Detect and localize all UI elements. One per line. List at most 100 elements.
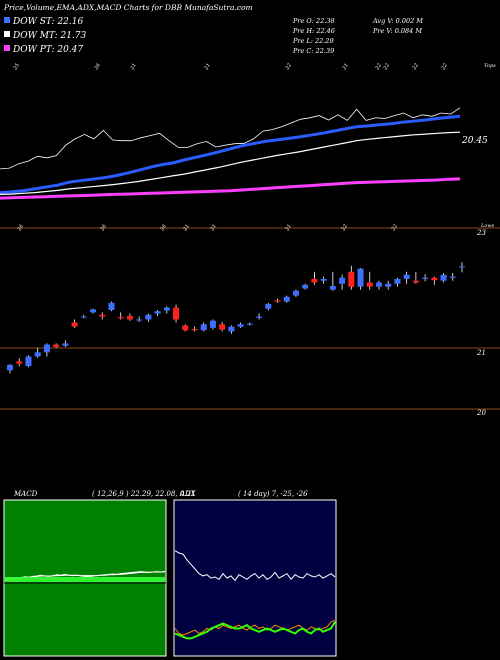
candle-body bbox=[440, 274, 447, 281]
macd-label: MACD bbox=[13, 490, 38, 498]
candle-body bbox=[431, 277, 438, 281]
candle-body bbox=[43, 344, 50, 353]
candles bbox=[7, 262, 465, 374]
price-top-label: 26 bbox=[99, 223, 108, 233]
candle-body bbox=[7, 364, 13, 371]
candle-body bbox=[173, 307, 180, 320]
ema-top-label: 22 bbox=[440, 62, 449, 71]
candle-body bbox=[34, 352, 41, 357]
candle-body bbox=[53, 344, 60, 347]
stat-pre-low: Pre L: 22.29 bbox=[292, 37, 334, 45]
candle-body bbox=[126, 315, 133, 320]
candle-body bbox=[459, 266, 465, 268]
candle-body bbox=[265, 303, 272, 309]
ema-short-term-line bbox=[0, 114, 461, 195]
price-corner-label: Lows bbox=[480, 223, 495, 229]
candle-body bbox=[292, 290, 299, 296]
ema-top-label: 21 bbox=[341, 62, 350, 71]
candle-body bbox=[403, 274, 410, 279]
adx-lines bbox=[174, 550, 336, 640]
candle-body bbox=[228, 326, 235, 332]
legend-swatch-mt bbox=[4, 31, 10, 37]
adx-line bbox=[174, 550, 336, 582]
candle-body bbox=[449, 276, 456, 278]
ema-mid-term-line bbox=[0, 131, 461, 195]
price-axis-label-23: 23 bbox=[476, 229, 486, 237]
stat-pre-volume: Pre V: 0.084 M bbox=[372, 27, 422, 35]
ema-lines bbox=[0, 107, 461, 200]
chart-title: Price,Volume,EMA,ADX,MACD Charts for DBB… bbox=[3, 3, 253, 12]
candle-body bbox=[25, 356, 32, 367]
candle-body bbox=[200, 324, 207, 331]
candle-body bbox=[246, 323, 253, 325]
candle-body bbox=[90, 309, 97, 313]
price-top-label: 21 bbox=[209, 223, 218, 232]
candle-body bbox=[366, 282, 373, 287]
ema-long-term-line bbox=[0, 177, 461, 200]
ema-price-trace bbox=[0, 107, 461, 170]
stat-avg-volume: Avg V: 0.002 M bbox=[372, 17, 423, 25]
legend-swatch-st bbox=[4, 17, 10, 23]
stat-pre-close: Pre C: 22.39 bbox=[292, 47, 334, 55]
candle-body bbox=[16, 361, 23, 364]
candle-body bbox=[274, 300, 281, 302]
candle-body bbox=[320, 278, 327, 281]
price-top-label: 26 bbox=[16, 223, 25, 233]
candle-body bbox=[302, 284, 309, 289]
legend-swatch-pt bbox=[4, 45, 10, 51]
adx-label: ADX bbox=[179, 490, 197, 498]
adx-params: ( 14 day) 7, -25, -26 bbox=[238, 490, 308, 498]
candle-body bbox=[283, 296, 290, 302]
candle-body bbox=[385, 283, 392, 287]
ema-top-label: 21 bbox=[203, 62, 212, 71]
candle-body bbox=[62, 343, 69, 346]
candle-body bbox=[348, 271, 355, 287]
price-top-label: 22 bbox=[340, 223, 349, 232]
candle-body bbox=[256, 316, 263, 318]
candle-body bbox=[375, 282, 382, 287]
adx-plus-di-line bbox=[174, 621, 336, 640]
ema-top-label: 21 bbox=[129, 62, 138, 71]
candle-body bbox=[154, 311, 161, 314]
macd-signal-line bbox=[4, 571, 166, 581]
price-axis-label-20: 20 bbox=[476, 409, 486, 417]
legend-dow-pt: DOW PT: 20.47 bbox=[12, 45, 83, 55]
candle-body bbox=[394, 278, 401, 284]
candle-body bbox=[311, 278, 318, 283]
candle-body bbox=[136, 319, 143, 321]
ema-legend: DOW ST: 22.16 DOW MT: 21.73 DOW PT: 20.4… bbox=[4, 17, 87, 55]
ema-top-labels: 25 26 21 21 22 21 22 22 22 22 bbox=[12, 62, 449, 72]
candle-body bbox=[108, 302, 115, 310]
macd-panel: MACD ( 12,26,9 ) 22.29, 22.08, 0.21 bbox=[3, 490, 195, 657]
price-stats: Pre O: 22.38 Pre H: 22.46 Pre L: 22.29 P… bbox=[292, 17, 423, 55]
price-panel: 26 26 26 21 21 21 22 22 Lows 23 21 20 bbox=[0, 223, 500, 417]
candle-body bbox=[191, 329, 198, 331]
price-axis-label-21: 21 bbox=[476, 349, 486, 357]
ema-corner-label: Tops bbox=[484, 63, 496, 69]
price-top-labels: 26 26 26 21 21 21 22 22 bbox=[16, 223, 399, 233]
ema-top-label: 25 bbox=[12, 62, 21, 71]
macd-lines bbox=[4, 571, 166, 584]
ema-top-label: 22 bbox=[374, 62, 383, 71]
candle-body bbox=[99, 314, 106, 317]
legend-dow-st: DOW ST: 22.16 bbox=[12, 17, 83, 27]
candle-body bbox=[329, 286, 336, 290]
adx-panel: ADX ( 14 day) 7, -25, -26 bbox=[173, 490, 337, 657]
stat-pre-open: Pre O: 22.38 bbox=[292, 17, 335, 25]
ema-panel: 25 26 21 21 22 21 22 22 22 22 Tops 20.45 bbox=[0, 62, 496, 200]
candle-body bbox=[163, 307, 170, 311]
candle-body bbox=[422, 277, 429, 279]
stat-pre-high: Pre H: 22.46 bbox=[292, 27, 335, 35]
candle-body bbox=[71, 322, 78, 327]
candle-body bbox=[219, 324, 226, 330]
macd-params: ( 12,26,9 ) 22.29, 22.08, 0.21 bbox=[92, 490, 195, 498]
price-top-label: 21 bbox=[284, 223, 293, 232]
candle-body bbox=[209, 320, 216, 328]
ema-top-label: 22 bbox=[284, 62, 293, 71]
candle-body bbox=[182, 325, 189, 331]
price-top-label: 21 bbox=[182, 223, 191, 232]
ema-price-label: 20.45 bbox=[461, 136, 488, 146]
ema-top-label: 22 bbox=[411, 62, 420, 71]
candle-body bbox=[117, 317, 124, 319]
